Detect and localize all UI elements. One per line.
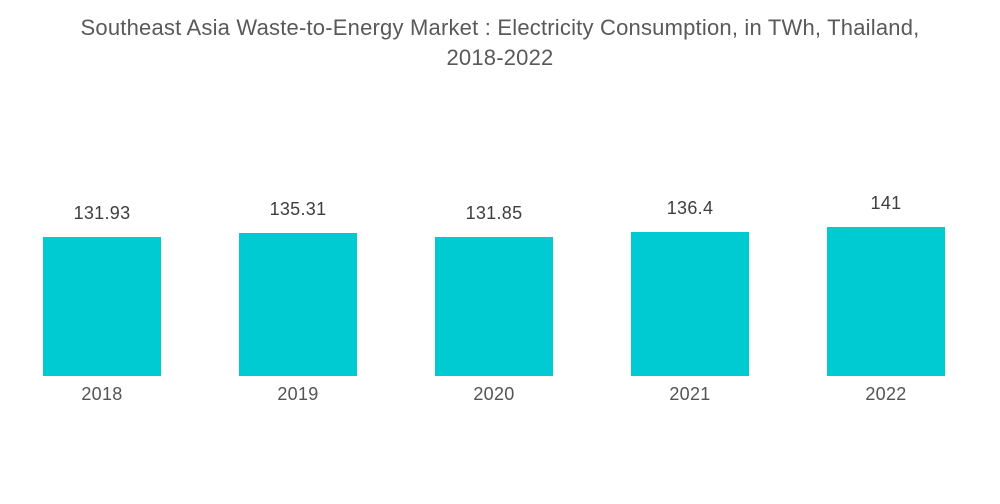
x-axis-label-2019: 2019 bbox=[277, 384, 319, 404]
bar-value-label-2022: 141 bbox=[870, 193, 902, 213]
bar-2022 bbox=[827, 227, 945, 376]
bar-group-2022: 141 bbox=[788, 193, 984, 376]
bar-group-2021: 136.4 bbox=[592, 198, 788, 376]
bar-2018 bbox=[43, 237, 161, 376]
bar-group-2018: 131.93 bbox=[4, 203, 200, 376]
plot-area: 131.93 135.31 131.85 136.4 141 bbox=[4, 0, 984, 376]
bar-group-2020: 131.85 bbox=[396, 203, 592, 376]
bar-value-label-2021: 136.4 bbox=[666, 198, 714, 218]
bar-value-label-2020: 131.85 bbox=[465, 203, 523, 223]
x-axis-label-2018: 2018 bbox=[81, 384, 123, 404]
x-axis-label-2020: 2020 bbox=[473, 384, 515, 404]
bar-2021 bbox=[631, 232, 749, 376]
bar-value-label-2019: 135.31 bbox=[269, 199, 327, 219]
bar-2019 bbox=[239, 233, 357, 376]
x-axis-label-2021: 2021 bbox=[669, 384, 711, 404]
chart-title: Southeast Asia Waste-to-Energy Market : … bbox=[0, 13, 1000, 73]
bar-2020 bbox=[435, 237, 553, 376]
chart-title-line2: 2018-2022 bbox=[446, 45, 554, 70]
x-axis-label-2022: 2022 bbox=[865, 384, 907, 404]
bar-value-label-2018: 131.93 bbox=[73, 203, 131, 223]
chart-title-line1: Southeast Asia Waste-to-Energy Market : … bbox=[80, 15, 920, 40]
bar-group-2019: 135.31 bbox=[200, 199, 396, 376]
x-axis-labels: 2018 2019 2020 2021 2022 bbox=[4, 384, 984, 405]
